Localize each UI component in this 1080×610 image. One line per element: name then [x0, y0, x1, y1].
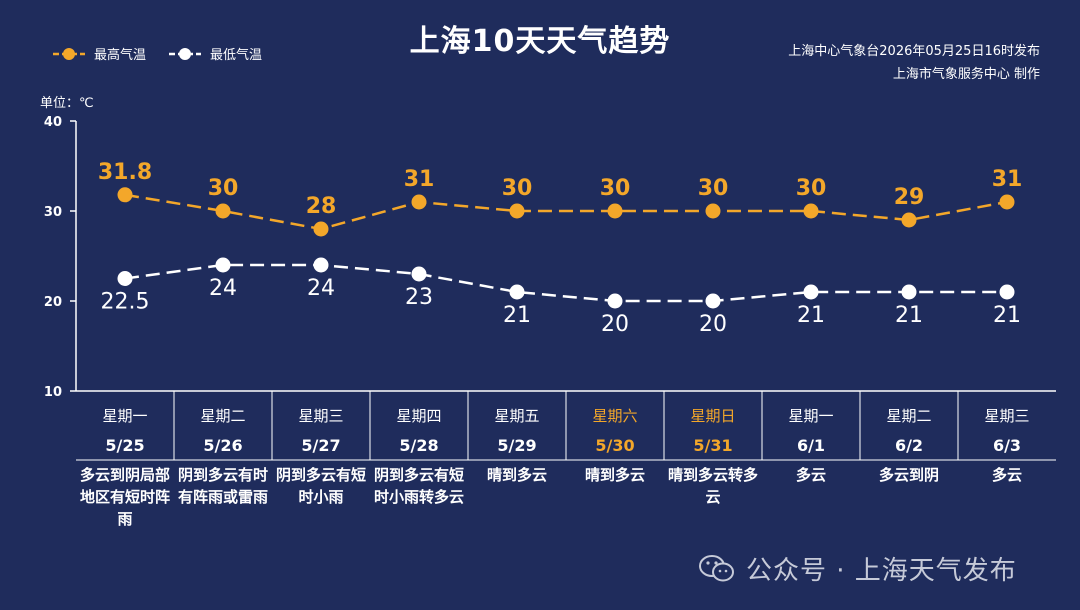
low-temp-point	[215, 257, 231, 273]
legend-high-label: 最高气温	[94, 48, 147, 63]
low-temp-point	[901, 284, 917, 300]
low-temp-point	[705, 293, 721, 309]
low-temp-label: 20	[601, 312, 629, 337]
weekday-label: 星期二	[886, 407, 931, 425]
high-temp-label: 31	[404, 167, 435, 192]
weather-description: 多云到阴局部地区有短时阵雨	[80, 466, 170, 528]
legend: 最高气温 最低气温	[52, 44, 284, 63]
date-label: 6/2	[895, 436, 923, 455]
date-label: 5/25	[105, 436, 144, 455]
low-temp-point	[803, 284, 819, 300]
chart-title: 上海10天天气趋势	[409, 24, 671, 59]
low-temp-label: 22.5	[101, 290, 150, 315]
weather-description: 多云到阴	[879, 466, 939, 484]
high-temp-point	[803, 203, 819, 219]
date-label: 6/1	[797, 436, 825, 455]
date-label: 5/29	[497, 436, 536, 455]
unit-label: 单位：℃	[40, 96, 94, 111]
weather-description: 多云	[992, 466, 1022, 484]
low-temp-point	[117, 271, 133, 286]
weekday-label: 星期五	[494, 407, 539, 425]
low-temp-point	[509, 284, 525, 300]
weekday-label: 星期二	[200, 407, 245, 425]
weather-description: 多云	[796, 466, 826, 484]
weekday-label: 星期六	[592, 407, 637, 425]
high-temp-label: 30	[208, 176, 239, 201]
date-label: 6/3	[993, 436, 1021, 455]
high-temp-point	[215, 203, 231, 219]
low-temp-label: 23	[405, 285, 433, 310]
high-temp-label: 30	[698, 176, 729, 201]
low-temp-label: 21	[895, 303, 923, 328]
weather-description: 晴到多云转多云	[668, 466, 758, 506]
high-temp-label: 30	[502, 176, 533, 201]
watermark: 公众号 · 上海天气发布	[698, 550, 1017, 587]
low-temp-label: 21	[797, 303, 825, 328]
y-tick-label: 10	[44, 385, 62, 400]
date-label: 5/28	[399, 436, 438, 455]
low-temp-label: 21	[503, 303, 531, 328]
high-temp-point	[117, 187, 133, 203]
low-temp-point	[411, 266, 427, 282]
low-temp-label: 21	[993, 303, 1021, 328]
weekday-label: 星期三	[298, 407, 343, 425]
weekday-label: 星期四	[396, 407, 441, 425]
low-temp-line	[124, 263, 1007, 303]
weather-description: 晴到多云	[487, 466, 547, 484]
legend-item-low: 最低气温	[168, 44, 262, 63]
watermark-text: 公众号 · 上海天气发布	[746, 556, 1017, 586]
weekday-label: 星期三	[984, 407, 1029, 425]
weekday-label: 星期一	[788, 407, 833, 425]
publisher-line-1: 上海中心气象台2026年05月25日16时发布	[788, 44, 1040, 59]
high-temp-label: 28	[306, 194, 337, 219]
weather-description: 阴到多云有时有阵雨或雷雨	[178, 466, 268, 506]
high-temp-point	[509, 203, 525, 219]
high-temp-label: 31.8	[98, 160, 152, 185]
weekday-label: 星期一	[102, 407, 147, 425]
weekday-label: 星期日	[690, 407, 735, 425]
high-temp-point	[313, 221, 329, 237]
publisher-line-2: 上海市气象服务中心 制作	[892, 67, 1040, 82]
legend-low-label: 最低气温	[210, 48, 263, 63]
high-temp-point	[705, 203, 721, 219]
weather-description: 晴到多云	[585, 466, 645, 484]
high-temp-label: 29	[894, 185, 925, 210]
low-temp-point	[313, 257, 329, 273]
high-temp-label: 31	[992, 167, 1023, 192]
wechat-icon	[699, 554, 734, 581]
date-label: 5/27	[301, 436, 340, 455]
date-label: 5/30	[595, 436, 634, 455]
y-tick-label: 20	[44, 295, 62, 310]
high-temp-line	[124, 193, 1008, 231]
weather-description: 阴到多云有短时小雨	[276, 466, 366, 506]
low-temp-label: 20	[699, 312, 727, 337]
high-temp-label: 30	[600, 176, 631, 201]
high-temp-point	[607, 203, 623, 219]
low-temp-label: 24	[307, 276, 335, 301]
low-temp-label: 24	[209, 276, 237, 301]
legend-item-high: 最高气温	[52, 44, 146, 63]
y-tick-label: 40	[44, 115, 62, 130]
date-label: 5/31	[693, 436, 732, 455]
high-temp-label: 30	[796, 176, 827, 201]
low-temp-point	[999, 284, 1015, 300]
low-temp-point	[607, 293, 623, 309]
high-temp-point	[999, 194, 1015, 210]
high-temp-point	[411, 194, 427, 210]
high-temp-point	[901, 212, 917, 228]
publisher-info: 上海中心气象台2026年05月25日16时发布 上海市气象服务中心 制作	[788, 40, 1040, 86]
legend-high-marker-icon	[53, 47, 85, 60]
date-label: 5/26	[203, 436, 242, 455]
weather-description: 阴到多云有短时小雨转多云	[374, 466, 464, 506]
legend-low-marker-icon	[169, 47, 202, 60]
y-tick-label: 30	[44, 205, 62, 220]
